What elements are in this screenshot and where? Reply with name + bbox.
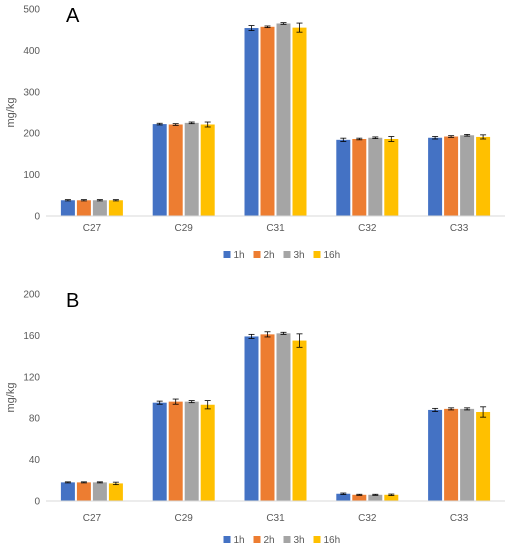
legend-swatch [223,536,231,543]
bar [444,136,459,216]
y-axis-title: mg/kg [5,383,17,413]
y-tick-label: 120 [23,372,40,383]
bar [92,482,107,501]
bar [460,135,475,216]
bar [444,408,459,501]
x-tick-label: C29 [175,513,194,524]
y-tick-label: 300 [23,87,40,98]
y-tick-label: 200 [23,290,40,301]
bar [200,124,215,216]
bar [336,139,351,216]
bar [476,136,491,216]
bar [152,402,167,501]
legend-label: 2h [264,250,275,261]
bar [428,137,443,216]
bar [200,404,215,501]
x-tick-label: C33 [450,513,469,524]
legend-label: 2h [264,535,275,546]
bar [276,23,291,216]
panel-label: A [66,5,80,27]
bar [368,494,383,501]
legend-label: 1h [234,535,245,546]
bar [292,340,307,501]
y-tick-label: 40 [29,455,41,466]
legend-swatch [313,251,321,258]
bar [184,401,199,501]
x-tick-label: C27 [83,223,102,234]
legend-swatch [283,536,291,543]
legend-label: 3h [294,535,305,546]
bar [260,334,275,501]
bar [108,200,123,216]
y-tick-label: 160 [23,331,40,342]
bar [384,494,399,501]
bar [168,124,183,216]
bar [276,333,291,501]
x-tick-label: C33 [450,223,469,234]
legend-swatch [283,251,291,258]
y-tick-label: 0 [34,212,40,223]
bar [184,122,199,216]
x-tick-label: C32 [358,223,377,234]
y-tick-label: 0 [34,497,40,508]
bar [92,200,107,216]
bar [336,493,351,501]
bar [60,482,75,501]
bar [168,401,183,501]
x-tick-label: C27 [83,513,102,524]
x-tick-label: C31 [266,223,285,234]
bar [152,124,167,216]
y-tick-label: 500 [23,5,40,16]
legend-swatch [253,536,261,543]
x-tick-label: C29 [175,223,194,234]
bar [368,137,383,216]
bar [384,138,399,216]
legend-label: 1h [234,250,245,261]
bar [60,200,75,216]
y-tick-label: 100 [23,170,40,181]
bar [352,494,367,501]
bar [244,28,259,216]
y-tick-label: 200 [23,129,40,140]
y-tick-label: 80 [29,414,41,425]
bar [476,411,491,501]
bar [428,409,443,501]
legend-swatch [313,536,321,543]
bar [76,482,91,501]
x-tick-label: C32 [358,513,377,524]
bar [460,408,475,501]
legend-label: 3h [294,250,305,261]
y-tick-label: 400 [23,46,40,57]
bar [244,336,259,501]
legend-label: 16h [324,250,341,261]
x-tick-label: C31 [266,513,285,524]
bar [292,27,307,216]
legend-swatch [223,251,231,258]
bar [352,138,367,216]
panel-label: B [66,290,79,312]
bar [260,26,275,216]
y-axis-title: mg/kg [5,98,17,128]
legend-swatch [253,251,261,258]
bar [76,200,91,216]
legend-label: 16h [324,535,341,546]
bar [108,483,123,501]
